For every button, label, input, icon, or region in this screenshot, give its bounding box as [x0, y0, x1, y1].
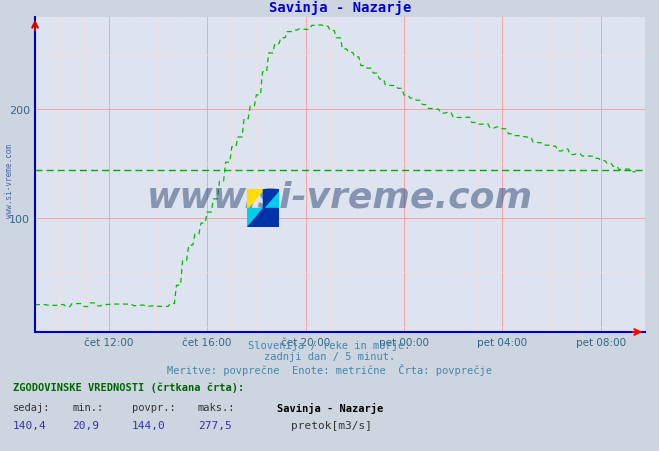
Text: Slovenija / reke in morje.: Slovenija / reke in morje.	[248, 341, 411, 350]
Text: sedaj:: sedaj:	[13, 402, 51, 412]
Polygon shape	[247, 189, 263, 208]
Text: 144,0: 144,0	[132, 420, 165, 430]
Text: povpr.:: povpr.:	[132, 402, 175, 412]
Polygon shape	[247, 189, 279, 228]
Text: 140,4: 140,4	[13, 420, 47, 430]
Text: www.si-vreme.com: www.si-vreme.com	[147, 180, 533, 214]
Text: zadnji dan / 5 minut.: zadnji dan / 5 minut.	[264, 352, 395, 362]
Polygon shape	[247, 189, 279, 228]
Text: pretok[m3/s]: pretok[m3/s]	[291, 420, 372, 430]
Text: min.:: min.:	[72, 402, 103, 412]
Text: maks.:: maks.:	[198, 402, 235, 412]
Title: Savinja - Nazarje: Savinja - Nazarje	[269, 1, 411, 15]
Text: 277,5: 277,5	[198, 420, 231, 430]
Text: 20,9: 20,9	[72, 420, 100, 430]
Text: Meritve: povprečne  Enote: metrične  Črta: povprečje: Meritve: povprečne Enote: metrične Črta:…	[167, 363, 492, 375]
Text: Savinja - Nazarje: Savinja - Nazarje	[277, 402, 383, 413]
Text: www.si-vreme.com: www.si-vreme.com	[5, 143, 14, 217]
Text: ZGODOVINSKE VREDNOSTI (črtkana črta):: ZGODOVINSKE VREDNOSTI (črtkana črta):	[13, 382, 244, 392]
